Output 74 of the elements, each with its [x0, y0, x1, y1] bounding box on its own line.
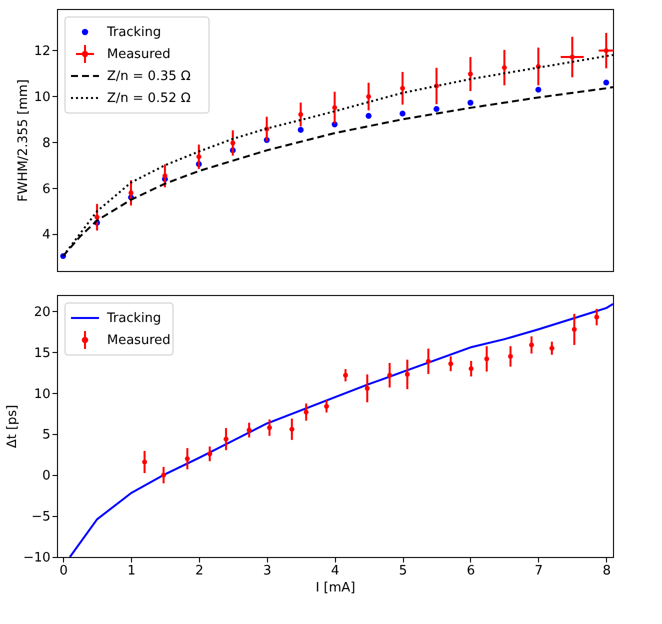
line-series [68, 303, 613, 557]
point [404, 372, 410, 377]
point [304, 410, 309, 415]
point [230, 140, 236, 146]
point [366, 94, 372, 100]
y-tick-label: 6 [42, 182, 50, 197]
point [468, 366, 474, 372]
point [298, 126, 304, 133]
point [594, 314, 600, 320]
point [387, 372, 392, 378]
point [400, 86, 405, 91]
point [324, 404, 329, 409]
y-tick-label: 10 [34, 386, 50, 402]
point [289, 426, 294, 432]
point [400, 110, 406, 117]
point [161, 472, 166, 478]
point [142, 460, 148, 464]
legend-label: Z/n = 0.52 Ω [107, 91, 191, 106]
y-tick-label: −10 [23, 550, 50, 566]
x-tick-label: 5 [398, 564, 408, 578]
y-tick-label: 0 [42, 468, 50, 484]
point [343, 372, 348, 378]
point [549, 346, 554, 351]
x-tick-label: 2 [195, 564, 204, 578]
point [529, 342, 534, 348]
y-tick-label: 10 [34, 90, 50, 105]
point [298, 112, 304, 117]
point [207, 451, 212, 456]
x-tick-label: 6 [466, 564, 476, 578]
point [467, 100, 474, 106]
y-tick-label: 12 [34, 44, 50, 59]
legend-label: Tracking [106, 25, 162, 40]
point [535, 86, 542, 93]
legend-label: Tracking [106, 311, 162, 326]
point [572, 326, 577, 332]
point [184, 456, 190, 462]
x-tick-label: 1 [127, 564, 136, 578]
y-tick-label: −5 [31, 510, 50, 525]
point [570, 54, 575, 60]
y-tick-label: 5 [42, 428, 50, 443]
y-tick-label: 4 [42, 228, 50, 243]
x-tick-label: 4 [331, 564, 340, 578]
point [603, 80, 610, 86]
point [448, 361, 454, 366]
x-tick-label: 0 [59, 564, 68, 578]
point [426, 358, 431, 364]
point [267, 425, 272, 430]
legend-label: Z/n = 0.35 Ω [107, 69, 191, 84]
legend-label: Measured [107, 47, 171, 62]
x-axis-title: I [mA] [316, 580, 356, 596]
y-tick-label: 8 [42, 136, 50, 151]
x-tick-label: 8 [602, 564, 611, 578]
point [128, 190, 134, 196]
y-axis-title: Δt [ps] [5, 404, 20, 448]
y-axis-title: FWHM/2.355 [mm] [16, 79, 31, 202]
y-tick-label: 20 [34, 304, 50, 320]
legend-label: Measured [107, 333, 171, 348]
point [502, 65, 507, 70]
x-tick-label: 3 [263, 564, 272, 578]
x-tick-label: 7 [534, 564, 543, 578]
point [366, 112, 372, 119]
point [224, 436, 228, 442]
point [604, 48, 609, 54]
point [508, 354, 513, 359]
point [484, 356, 490, 362]
point [94, 214, 100, 220]
point [332, 105, 338, 110]
point [196, 154, 202, 160]
point [246, 428, 252, 433]
point [434, 106, 440, 112]
point [162, 173, 168, 178]
point [364, 386, 370, 391]
y-tick-label: 15 [34, 346, 50, 361]
point [468, 72, 473, 76]
